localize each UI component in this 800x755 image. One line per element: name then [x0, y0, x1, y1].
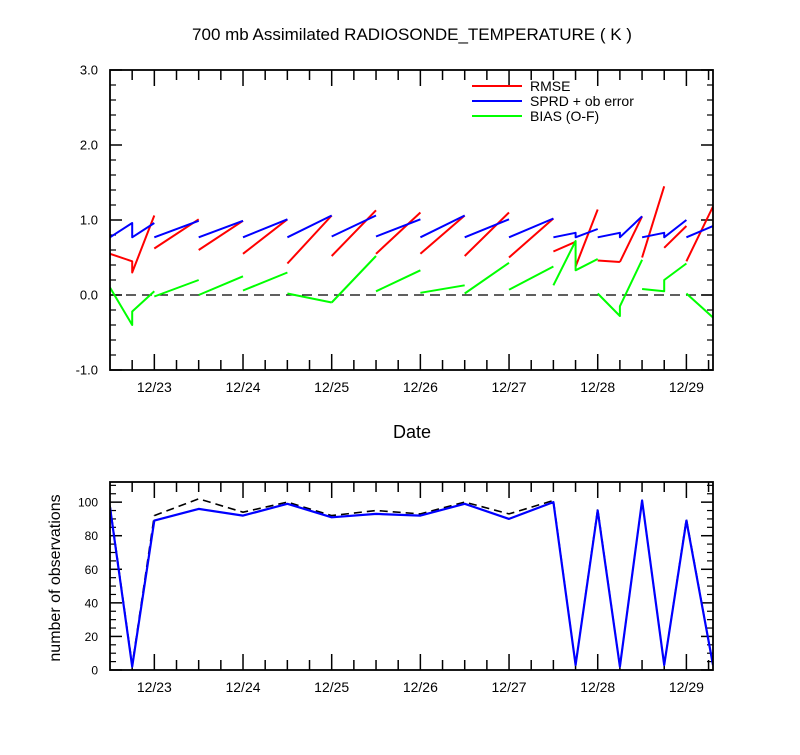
top-chart-panel: 12/23 12/24 12/25 12/26 12/27 12/28 12/29 -1.0 0…	[76, 63, 714, 395]
top-chart-series-bias-o-f-segment	[242, 271, 288, 292]
bottom-chart-x-tick-label: 12/25	[314, 679, 349, 695]
top-chart-y-tick-label: 1.0	[80, 213, 98, 228]
top-chart-series-bias-o-f-segment	[596, 259, 644, 317]
bottom-chart-x-tick-label: 12/26	[403, 679, 438, 695]
bottom-chart-frame	[109, 481, 714, 671]
top-chart-series-sprd-ob-error-segment	[242, 218, 288, 239]
top-chart-series-sprd-ob-error-segment	[153, 219, 200, 239]
top-chart-legend-label: RMSE	[530, 78, 570, 94]
top-chart-series-rmse-segment	[375, 211, 422, 255]
top-chart-x-tick-label: 12/28	[580, 379, 615, 395]
top-chart-series-sprd-ob-error-segment	[686, 225, 713, 239]
top-chart-series-sprd-ob-error-segment	[198, 219, 244, 239]
bottom-chart-x-tick-label: 12/27	[492, 679, 527, 695]
bottom-chart-y-tick-label: 80	[85, 529, 99, 543]
top-chart-series-rmse-segment	[685, 206, 713, 262]
top-chart-series-bias-o-f-segment	[153, 279, 200, 298]
top-chart-series-rmse-segment	[641, 186, 666, 258]
top-chart-series-sprd-ob-error-segment	[553, 228, 599, 239]
top-chart-series-bias-o-f-segment	[552, 240, 599, 286]
bottom-chart-panel: 12/23 12/24 12/25 12/26 12/27 12/28 12/29 0 20 40…	[78, 481, 714, 695]
top-chart-series-sprd-ob-error-segment	[597, 215, 643, 239]
top-chart-series-rmse-segment	[663, 225, 688, 249]
top-chart-legend-label: SPRD + ob error	[530, 93, 634, 109]
top-chart-series-bias-o-f-segment	[287, 292, 332, 304]
top-chart-series-bias-o-f-segment	[508, 265, 554, 291]
top-chart-series-bias-o-f-segment	[198, 275, 244, 296]
top-chart-y-tick-label: 3.0	[80, 63, 98, 78]
top-chart-series-sprd-ob-error-segment	[464, 218, 510, 239]
top-chart-y-tick-label: -1.0	[76, 363, 98, 378]
top-chart-series-bias-o-f-segment	[420, 284, 465, 294]
bottom-chart-plot-area	[110, 497, 713, 668]
top-chart-series-rmse-segment	[419, 214, 466, 255]
bottom-chart-x-tick-label: 12/23	[137, 679, 172, 695]
top-chart-series-bias-o-f-segment	[110, 286, 155, 326]
top-chart-series-rmse-segment	[110, 215, 156, 274]
top-chart-series-bias-o-f-segment	[330, 255, 377, 304]
top-chart-series-rmse-segment	[508, 217, 555, 259]
bottom-chart-y-tick-label: 20	[85, 630, 99, 644]
bottom-chart-x-tick-label: 12/29	[669, 679, 704, 695]
top-chart-plot-area	[110, 186, 713, 326]
top-chart-y-tick-label: 0.0	[80, 288, 98, 303]
bottom-chart-y-tick-label: 60	[85, 563, 99, 577]
top-chart-series-sprd-ob-error-segment	[641, 219, 688, 239]
top-chart-x-tick-label: 12/24	[225, 379, 260, 395]
top-chart-series-rmse-segment	[242, 218, 289, 255]
top-chart-series-rmse-segment	[463, 211, 510, 257]
bottom-chart-y-tick-label: 0	[91, 664, 98, 678]
bottom-chart-series-line-1	[110, 499, 713, 668]
top-chart-title: 700 mb Assimilated RADIOSONDE_TEMPERATUR…	[192, 25, 632, 44]
top-chart-series-rmse-segment	[574, 209, 599, 267]
top-chart-frame	[109, 69, 714, 371]
top-chart-series-sprd-ob-error-segment	[331, 214, 377, 238]
top-chart-legend-label: BIAS (O-F)	[530, 108, 599, 124]
top-chart-series-rmse-segment	[286, 214, 333, 265]
top-chart-series-bias-o-f-segment	[641, 262, 687, 293]
top-chart-series-sprd-ob-error-segment	[286, 214, 333, 239]
top-chart-series-rmse-segment	[619, 215, 643, 263]
top-chart-y-tick-label: 2.0	[80, 138, 98, 153]
top-chart-x-tick-label: 12/27	[492, 379, 527, 395]
top-chart-series-sprd-ob-error-segment	[375, 218, 421, 238]
top-chart-xlabel: Date	[393, 422, 431, 442]
bottom-chart-x-tick-label: 12/24	[225, 679, 260, 695]
top-chart-series-bias-o-f-segment	[464, 261, 510, 295]
top-chart-series-rmse-segment	[552, 240, 577, 253]
bottom-chart-x-tick-label: 12/28	[580, 679, 615, 695]
top-chart-series-sprd-ob-error-segment	[110, 222, 155, 239]
bottom-chart-y-tick-label: 100	[78, 496, 98, 510]
top-chart-x-tick-label: 12/26	[403, 379, 438, 395]
top-chart-series-rmse-segment	[597, 259, 620, 263]
top-chart-series-bias-o-f-segment	[375, 269, 421, 293]
top-chart-series-rmse-segment	[198, 219, 244, 251]
top-chart-series-sprd-ob-error-segment	[508, 217, 554, 239]
top-chart-x-tick-label: 12/23	[137, 379, 172, 395]
top-chart-series-bias-o-f-segment	[685, 292, 713, 319]
top-chart-x-tick-label: 12/29	[669, 379, 704, 395]
top-chart-series-sprd-ob-error-segment	[419, 214, 466, 239]
bottom-chart-y-tick-label: 40	[85, 596, 99, 610]
bottom-chart-ylabel: number of observations	[47, 494, 64, 661]
top-chart-x-tick-label: 12/25	[314, 379, 349, 395]
